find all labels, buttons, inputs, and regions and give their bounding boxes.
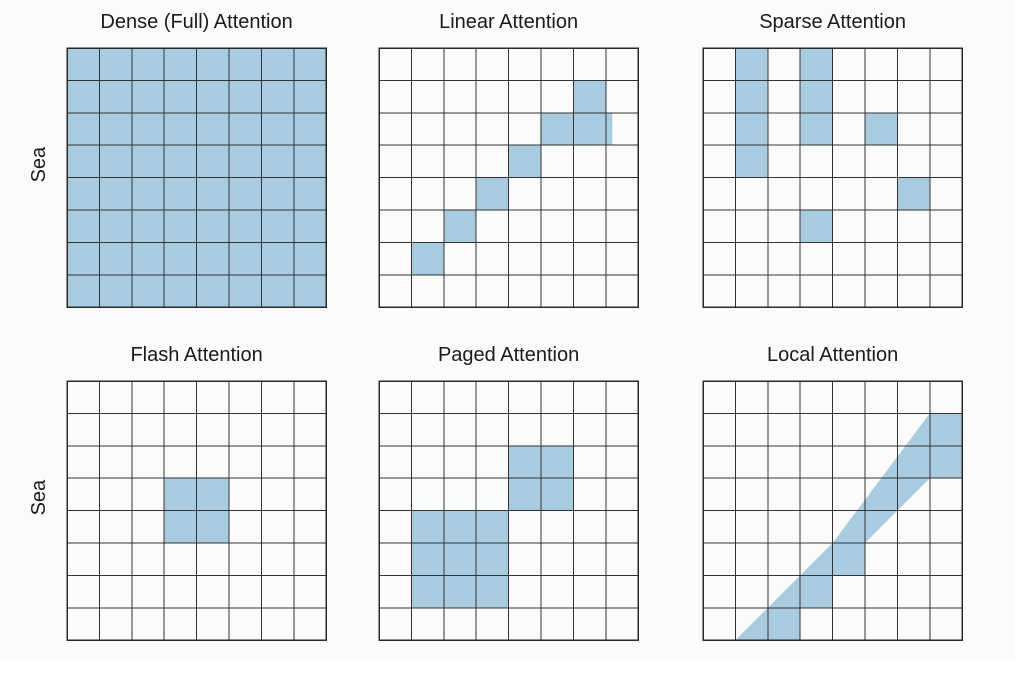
grid — [702, 47, 963, 308]
shaded-cell — [573, 80, 606, 113]
shaded-cell — [573, 112, 613, 146]
axis-label-sea: Sea — [28, 479, 50, 515]
panel-4: Paged Attention — [378, 344, 639, 641]
grid-border — [66, 47, 327, 308]
grid — [702, 380, 963, 641]
panel-title: Dense (Full) Attention — [100, 11, 292, 33]
shaded-cells — [735, 48, 930, 243]
shaded-cell — [164, 478, 197, 511]
shaded-cell — [508, 145, 541, 178]
shaded-cells — [411, 80, 613, 275]
panel-3: Flash Attention Sea — [28, 344, 327, 641]
shaded-cell — [508, 478, 541, 511]
panel-2: Sparse Attention — [702, 11, 963, 308]
shaded-cell — [800, 210, 833, 243]
shaded-cell — [735, 48, 768, 81]
grid — [378, 47, 639, 308]
shaded-cell — [443, 510, 477, 543]
panel-title: Sparse Attention — [759, 11, 906, 33]
grid — [378, 380, 639, 641]
shaded-cell — [443, 575, 477, 608]
grid-border — [702, 380, 963, 641]
grid — [66, 380, 327, 641]
shaded-cell — [476, 575, 509, 608]
grid-border — [66, 380, 327, 641]
panel-title: Paged Attention — [438, 344, 579, 366]
shaded-cells — [164, 478, 229, 543]
shaded-cell — [897, 177, 930, 210]
grid — [66, 47, 327, 308]
panel-5: Local Attention — [702, 344, 963, 641]
shaded-cell — [196, 510, 229, 543]
shaded-cell — [443, 543, 477, 576]
shaded-cell — [411, 543, 444, 576]
shaded-cell — [411, 575, 444, 608]
shaded-cell — [164, 510, 197, 543]
shaded-cell — [735, 112, 768, 146]
shaded-cell — [411, 242, 444, 275]
shaded-cell — [476, 177, 509, 210]
grid-border — [378, 47, 639, 308]
shaded-cell — [508, 445, 541, 479]
shaded-cell — [541, 478, 574, 511]
local-attention-band — [735, 413, 963, 641]
grid-border — [702, 47, 963, 308]
shaded-cell — [865, 112, 898, 146]
shaded-cell — [476, 543, 509, 576]
panel-title: Linear Attention — [439, 11, 578, 33]
shaded-cells — [411, 445, 574, 608]
panel-title: Flash Attention — [130, 344, 262, 366]
shaded-cell — [541, 445, 574, 479]
axis-label-sea: Sea — [28, 146, 50, 182]
shaded-cell — [735, 80, 768, 113]
shaded-cell — [196, 478, 229, 511]
panel-0: Dense (Full) Attention Sea — [28, 11, 327, 308]
grid-border — [378, 380, 639, 641]
shaded-cell — [800, 80, 833, 113]
shaded-cell — [411, 510, 444, 543]
shaded-cell — [443, 210, 477, 243]
shaded-cell — [735, 145, 768, 178]
shaded-cells — [735, 413, 963, 641]
shaded-cell — [800, 112, 833, 146]
shaded-cell — [541, 112, 574, 146]
shaded-cell — [800, 48, 833, 81]
shaded-cell — [476, 510, 509, 543]
panel-1: Linear Attention — [378, 11, 639, 308]
panel-title: Local Attention — [767, 344, 898, 366]
